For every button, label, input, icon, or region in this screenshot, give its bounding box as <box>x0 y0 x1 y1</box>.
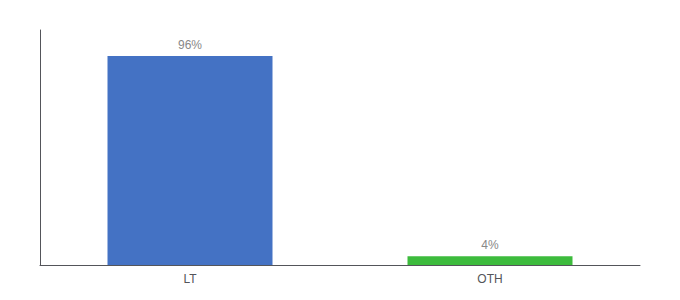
svg-text:LT: LT <box>183 272 197 286</box>
svg-text:96%: 96% <box>178 38 202 52</box>
svg-text:4%: 4% <box>481 238 499 252</box>
svg-text:OTH: OTH <box>477 272 502 286</box>
